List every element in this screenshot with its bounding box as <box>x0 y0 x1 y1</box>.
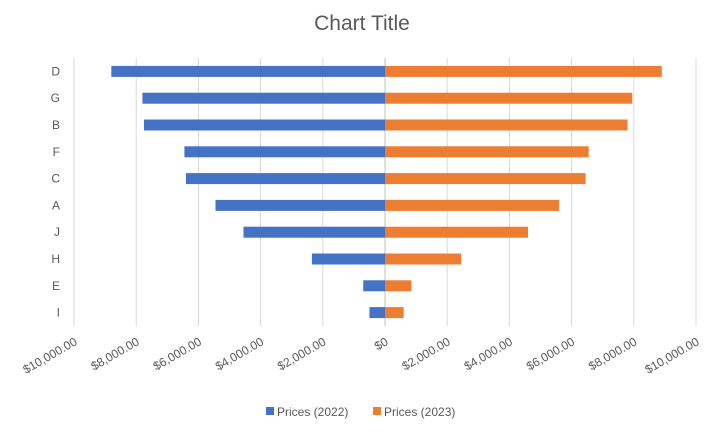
category-label: D <box>51 64 60 78</box>
bar-I-prices-2022 <box>369 307 385 319</box>
x-tick-label: $0 <box>372 334 391 353</box>
bar-I-prices-2023 <box>385 307 404 319</box>
legend-label: Prices (2022) <box>277 405 348 419</box>
category-label: E <box>52 279 60 293</box>
bar-B-prices-2022 <box>143 119 385 131</box>
x-tick-label: $10,000.00 <box>20 334 79 376</box>
legend-swatch <box>373 407 381 415</box>
bar-J-prices-2022 <box>243 226 385 238</box>
bar-F-prices-2023 <box>385 146 589 158</box>
x-tick-label: $8,000.00 <box>586 334 640 373</box>
x-tick-label: $4,000.00 <box>462 334 516 373</box>
bar-D-prices-2022 <box>111 65 385 77</box>
legend: Prices (2022) Prices (2023) <box>266 405 455 419</box>
bar-C-prices-2022 <box>185 173 385 185</box>
category-label: B <box>52 118 60 132</box>
bar-E-prices-2023 <box>385 280 412 292</box>
category-label: F <box>53 145 60 159</box>
category-label: G <box>51 91 60 105</box>
x-tick-label: $2,000.00 <box>275 334 329 373</box>
bar-C-prices-2023 <box>385 173 586 185</box>
x-axis-tick-labels: $10,000.00 $8,000.00 $6,000.00 $4,000.00 $2,… <box>20 334 701 376</box>
bar-H-prices-2023 <box>385 253 462 265</box>
bar-F-prices-2022 <box>184 146 385 158</box>
category-label: A <box>52 198 60 212</box>
bar-G-prices-2022 <box>142 92 385 104</box>
bar-D-prices-2023 <box>385 65 662 77</box>
bar-E-prices-2022 <box>363 280 385 292</box>
bar-J-prices-2023 <box>385 226 529 238</box>
x-tick-label: $6,000.00 <box>151 334 205 373</box>
category-label: I <box>57 306 60 320</box>
x-tick-label: $4,000.00 <box>213 334 267 373</box>
chart-title: Chart Title <box>314 12 410 35</box>
bar-B-prices-2023 <box>385 119 628 131</box>
x-tick-label: $8,000.00 <box>88 334 142 373</box>
legend-label: Prices (2023) <box>384 405 455 419</box>
category-label: C <box>51 172 60 186</box>
bar-H-prices-2022 <box>311 253 385 265</box>
x-tick-label: $6,000.00 <box>524 334 578 373</box>
bar-A-prices-2023 <box>385 199 560 211</box>
bar-A-prices-2022 <box>215 199 385 211</box>
legend-swatch <box>266 407 274 415</box>
x-tick-label: $2,000.00 <box>399 334 453 373</box>
category-label: H <box>51 252 60 266</box>
category-label: J <box>54 225 60 239</box>
bars <box>111 65 662 319</box>
bar-G-prices-2023 <box>385 92 633 104</box>
x-tick-label: $10,000.00 <box>642 334 701 376</box>
